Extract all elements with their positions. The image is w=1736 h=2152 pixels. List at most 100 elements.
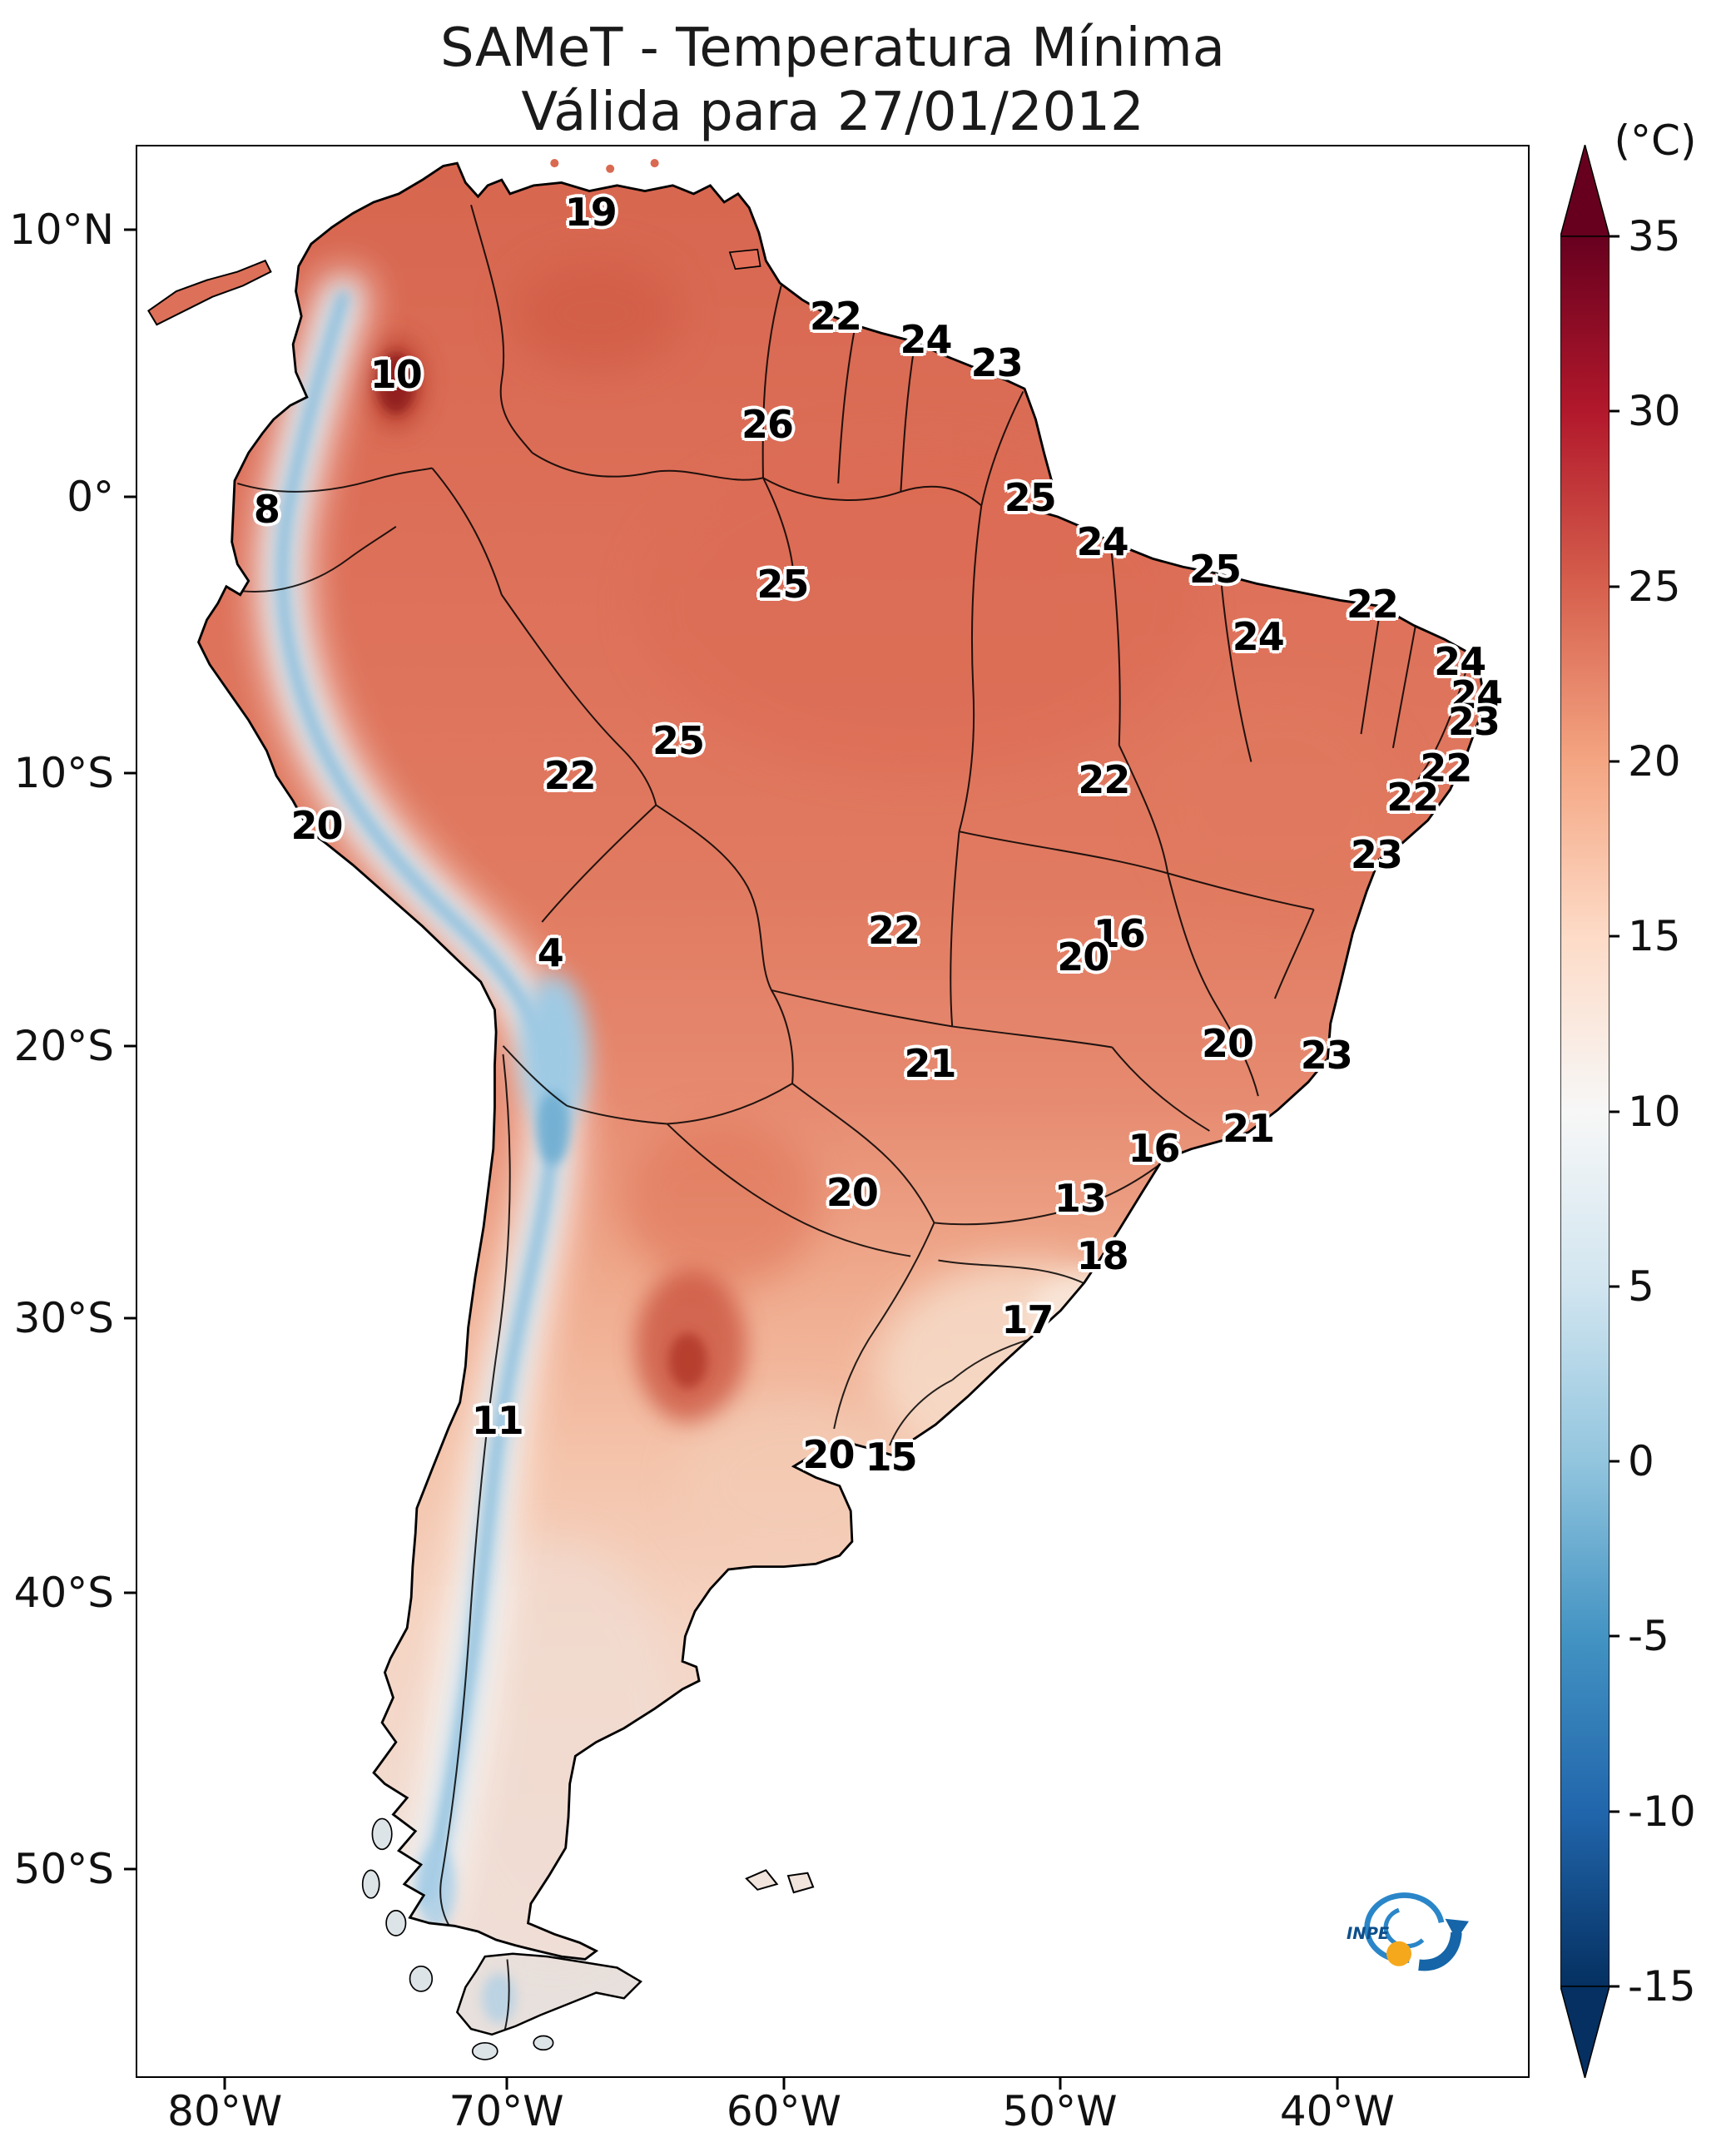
- colorbar-tick-mark: [1610, 935, 1619, 938]
- y-axis-tick-mark: [124, 228, 136, 231]
- colorbar-arrow-up: [1560, 145, 1610, 237]
- x-axis-tick-marks: [136, 2078, 1530, 2091]
- x-axis-tick-label: 60°W: [726, 2087, 841, 2135]
- political-boundaries: [229, 205, 1472, 2032]
- temperature-labels-layer: 19 22 24 23 10 26 8 25 24 25 25 22 24 24 24 23 25 22 22 22 2…: [137, 146, 1528, 2076]
- x-axis-tick-label: 40°W: [1279, 2087, 1395, 2135]
- inpe-logo-arrow: [1418, 1931, 1462, 1971]
- temperature-label: 11: [471, 1397, 524, 1443]
- y-axis-tick-mark: [124, 495, 136, 498]
- temperature-label: 20: [802, 1432, 855, 1478]
- x-axis-tick-label: 70°W: [449, 2087, 564, 2135]
- colorbar-tick-label: 25: [1628, 562, 1681, 611]
- temperature-label: 4: [537, 930, 564, 976]
- x-axis-tick-label: 50°W: [1002, 2087, 1118, 2135]
- y-axis-tick-labels: 10°N 0° 10°S 20°S 30°S 40°S 50°S: [0, 145, 117, 2078]
- colorbar-tick-mark: [1610, 1810, 1619, 1813]
- inpe-logo-mark: INPE: [1347, 1892, 1469, 1971]
- temperature-label: 17: [1001, 1297, 1054, 1342]
- figure-title: SAMeT - Temperatura Mínima Válida para 2…: [136, 17, 1530, 145]
- temperature-label: 24: [1232, 614, 1285, 660]
- temperature-label: 16: [1128, 1125, 1180, 1171]
- temperature-label: 8: [253, 486, 280, 532]
- trinidad-island: [728, 248, 761, 270]
- temperature-label: 15: [865, 1434, 918, 1480]
- colorbar-tick-label: -5: [1628, 1612, 1669, 1661]
- temperature-label: 25: [652, 718, 705, 764]
- temperature-label: 26: [741, 401, 794, 447]
- temperature-label: 25: [756, 562, 809, 607]
- colorbar-tick-marks: [1610, 145, 1621, 2078]
- x-axis-tick-mark: [782, 2078, 786, 2090]
- colorbar-tick-label: 30: [1628, 387, 1681, 436]
- temperature-label: 24: [1451, 672, 1503, 717]
- temperature-label: 10: [370, 351, 423, 397]
- colorbar-tick-mark: [1610, 1634, 1619, 1638]
- temperature-label: 22: [1078, 756, 1130, 802]
- temperature-label: 13: [1054, 1175, 1107, 1221]
- colorbar-arrow-down: [1560, 1986, 1610, 2078]
- colorbar-tick-label: 20: [1628, 736, 1681, 786]
- temperature-label: 16: [1093, 911, 1146, 957]
- y-axis-tick-mark: [124, 771, 136, 775]
- inpe-logo-orange-dot: [1386, 1941, 1411, 1966]
- islands-layer: [147, 159, 815, 2060]
- inpe-logo: INPE: [1337, 1877, 1486, 1997]
- temperature-label: 22: [868, 907, 920, 953]
- y-axis-tick-label: 50°S: [13, 1845, 114, 1894]
- colorbar-unit-label: (°C): [1614, 117, 1697, 165]
- colorbar-tick-mark: [1610, 1285, 1619, 1288]
- temperature-label: 20: [290, 803, 344, 849]
- y-axis-tick-label: 10°S: [13, 748, 114, 797]
- colorbar-tick-mark: [1610, 235, 1619, 238]
- colorbar-tick-mark: [1610, 1110, 1619, 1113]
- colombia-hot-spot: [376, 352, 416, 414]
- temperature-label: 20: [826, 1169, 879, 1215]
- y-axis-tick-mark: [124, 1316, 136, 1320]
- colorbar-tick-mark: [1610, 585, 1619, 588]
- temperature-label: 24: [900, 316, 952, 362]
- temperature-label: 22: [1386, 774, 1439, 820]
- y-axis-tick-marks: [123, 145, 136, 2078]
- colorbar-tick-label: -10: [1628, 1787, 1696, 1836]
- y-axis-tick-mark: [124, 1867, 136, 1871]
- altiplano-cold-patch: [521, 974, 588, 1128]
- temperature-label: 22: [1420, 745, 1472, 791]
- temperature-label: 25: [1189, 546, 1242, 592]
- title-line1: SAMeT - Temperatura Mínima: [440, 17, 1225, 79]
- colorbar-gradient-body: [1560, 236, 1610, 1987]
- y-axis-tick-mark: [124, 1591, 136, 1594]
- temperature-label: 24: [1434, 639, 1486, 685]
- temperature-label: 22: [809, 294, 862, 340]
- temperature-label: 23: [1447, 699, 1500, 745]
- temperature-label: 22: [1346, 581, 1399, 627]
- y-axis-tick-label: 30°S: [13, 1294, 114, 1343]
- colorbar-tick-label: 15: [1628, 912, 1681, 961]
- temperature-label: 20: [1202, 1021, 1254, 1067]
- temperature-label: 20: [1057, 934, 1109, 979]
- temperature-label: 23: [1300, 1033, 1353, 1078]
- y-axis-tick-mark: [124, 1044, 136, 1048]
- y-axis-tick-label: 0°: [67, 472, 114, 521]
- colorbar-tick-mark: [1610, 409, 1619, 413]
- colorbar-tick-labels: 35 30 25 20 15 10 5 0 -5 -10 -15: [1628, 145, 1734, 2078]
- x-axis-tick-labels: 80°W 70°W 60°W 50°W 40°W: [136, 2087, 1530, 2145]
- colorbar-tick-label: -15: [1628, 1962, 1696, 2011]
- temperature-label: 24: [1076, 519, 1129, 565]
- temperature-label: 21: [1223, 1106, 1275, 1152]
- colorbar-tick-mark: [1610, 760, 1619, 763]
- inpe-logo-text: INPE: [1347, 1924, 1390, 1943]
- colorbar-tick-mark: [1610, 1985, 1619, 1988]
- x-axis-tick-mark: [1336, 2078, 1339, 2090]
- falkland-west: [745, 1869, 779, 1891]
- south-america-map: [147, 159, 1486, 2060]
- colorbar-tick-label: 10: [1628, 1087, 1681, 1136]
- temperature-label: 19: [564, 189, 618, 235]
- x-axis-tick-mark: [505, 2078, 508, 2090]
- x-axis-tick-label: 80°W: [167, 2087, 283, 2135]
- colorbar-tick-label: 5: [1628, 1262, 1654, 1311]
- y-axis-tick-label: 10°N: [8, 206, 114, 255]
- colorbar: [1560, 145, 1610, 2078]
- y-axis-tick-label: 40°S: [13, 1568, 114, 1617]
